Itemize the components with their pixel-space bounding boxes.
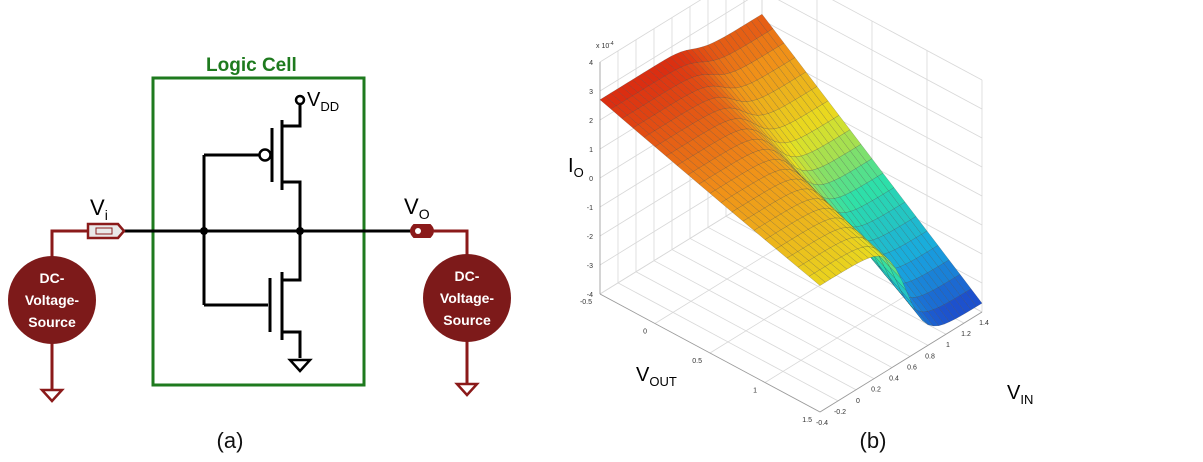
vin-tick: 1.2 <box>961 331 971 338</box>
vout-tick: 0 <box>643 329 647 336</box>
circuit-diagram: Logic Cell VDD <box>8 55 511 453</box>
z-tick: 2 <box>589 118 593 125</box>
z-tick: -3 <box>587 263 593 270</box>
z-tick: 1 <box>589 147 593 154</box>
surface-patch <box>965 288 983 307</box>
vout-tick-labels: -0.5 0 0.5 1 1.5 <box>580 299 812 424</box>
dc-voltage-source-right: DC- Voltage- Source <box>423 254 511 342</box>
vin-tick-labels: -0.4 -0.2 0 0.2 0.4 0.6 0.8 1 1.2 1.4 <box>816 320 989 427</box>
vout-tick: 1 <box>753 388 757 395</box>
vdd-label: VDD <box>307 89 339 114</box>
vin-tick: 1 <box>946 342 950 349</box>
vin-tick: 1.4 <box>979 320 989 327</box>
z-tick: 4 <box>589 60 593 67</box>
vin-tick: -0.2 <box>834 409 846 416</box>
svg-text:Voltage-: Voltage- <box>440 290 495 306</box>
vout-tick: 1.5 <box>802 417 812 424</box>
vin-tick: 0.6 <box>907 364 917 371</box>
panel-a-label: (a) <box>217 428 244 453</box>
output-pin-icon <box>410 224 434 238</box>
input-pin-icon <box>86 222 126 240</box>
input-junction <box>200 227 208 235</box>
surface-mesh <box>599 13 983 327</box>
dc-voltage-source-left: DC- Voltage- Source <box>8 256 96 344</box>
pmos-transistor <box>258 101 302 231</box>
z-tick: 0 <box>589 176 593 183</box>
vo-label: VO <box>404 194 430 222</box>
z-tick: -2 <box>587 234 593 241</box>
z-tick: -4 <box>587 292 593 299</box>
cell-ground-icon <box>287 358 313 373</box>
right-source-wire <box>434 229 469 259</box>
io-axis-label: IO <box>568 155 584 180</box>
z-tick: 3 <box>589 89 593 96</box>
vout-tick: -0.5 <box>580 299 592 306</box>
vin-tick: 0.2 <box>871 387 881 394</box>
vin-tick: 0.8 <box>925 353 935 360</box>
vin-tick: 0.4 <box>889 376 899 383</box>
exponent-label: x 10-4 <box>596 41 614 50</box>
svg-text:Source: Source <box>28 314 76 330</box>
vin-axis-label: VIN <box>1007 382 1033 407</box>
vi-label: Vi <box>90 195 108 223</box>
left-ground-icon <box>39 388 65 403</box>
svg-text:DC-: DC- <box>455 268 480 284</box>
nmos-transistor <box>268 231 302 358</box>
svg-text:Source: Source <box>443 312 491 328</box>
panel-b-label: (b) <box>860 428 887 453</box>
svg-text:DC-: DC- <box>40 270 65 286</box>
z-tick-labels: 4 3 2 1 0 -1 -2 -3 -4 <box>587 60 593 299</box>
svg-text:Voltage-: Voltage- <box>25 292 80 308</box>
vdd-terminal <box>294 94 306 106</box>
vout-axis-label: VOUT <box>636 364 677 389</box>
vin-tick: 0 <box>856 398 860 405</box>
z-tick: -1 <box>587 205 593 212</box>
vout-tick: 0.5 <box>692 358 702 365</box>
vin-tick: -0.4 <box>816 420 828 427</box>
right-ground-icon <box>454 382 480 397</box>
logic-cell-title: Logic Cell <box>206 55 297 76</box>
left-source-wire <box>50 229 88 262</box>
